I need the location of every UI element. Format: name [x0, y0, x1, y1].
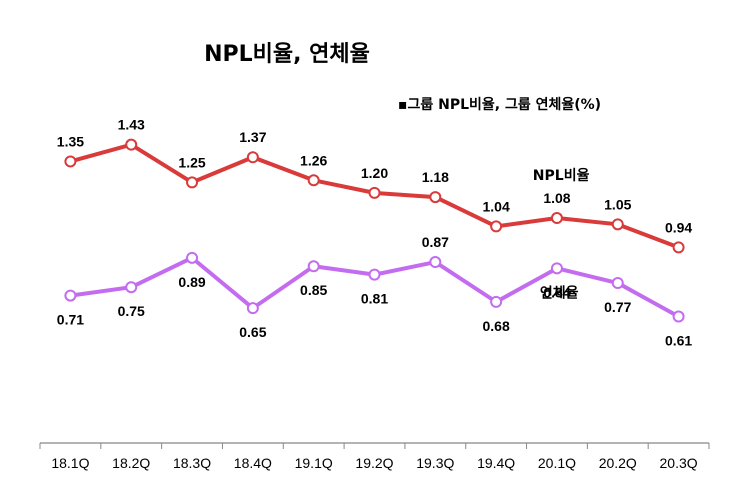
x-tick-label: 18.4Q	[234, 455, 272, 471]
data-label: 0.87	[422, 234, 449, 250]
data-point	[186, 176, 199, 189]
data-label: 1.04	[483, 198, 510, 214]
x-tick-label: 19.1Q	[295, 455, 333, 471]
data-label: 0.75	[118, 303, 145, 319]
chart-title: NPL비율, 연체율	[204, 42, 370, 67]
data-label: 0.94	[665, 219, 692, 235]
data-label: 1.18	[422, 169, 449, 185]
data-point	[490, 220, 503, 233]
x-tick-label: 19.3Q	[416, 455, 454, 471]
data-label: 1.05	[604, 196, 631, 212]
data-label: 0.65	[239, 324, 266, 340]
data-label: 1.35	[57, 133, 84, 149]
data-point	[64, 155, 77, 168]
x-tick-label: 19.2Q	[355, 455, 393, 471]
series-name-label: NPL비율	[533, 167, 590, 184]
data-point	[64, 289, 77, 302]
data-point	[429, 191, 442, 204]
series-name-label: 연체율	[540, 284, 579, 301]
data-label: 0.81	[361, 291, 388, 307]
data-point	[246, 151, 259, 164]
data-point	[246, 302, 259, 315]
data-point	[368, 186, 381, 199]
data-label: 0.77	[604, 299, 631, 315]
data-label: 0.61	[665, 333, 692, 349]
data-point	[125, 138, 138, 151]
data-point	[307, 260, 320, 273]
x-tick-label: 20.3Q	[660, 455, 698, 471]
x-tick-label: 20.1Q	[538, 455, 576, 471]
data-label: 1.08	[543, 190, 570, 206]
data-label: 1.43	[118, 117, 145, 133]
legend: ▪그룹 NPL비율, 그룹 연체율(%)	[398, 96, 601, 113]
x-tick-label: 19.4Q	[477, 455, 515, 471]
data-label: 0.84	[543, 284, 570, 300]
data-point	[550, 262, 563, 275]
data-point	[550, 212, 563, 225]
data-label: 0.71	[57, 312, 84, 328]
data-point	[490, 295, 503, 308]
x-tick-label: 18.1Q	[51, 455, 89, 471]
data-point	[672, 241, 685, 254]
data-point	[611, 277, 624, 290]
x-axis: 18.1Q 18.2Q 18.3Q 18.4Q 19.1Q 19.2Q 19.3Q 19.4Q…	[39, 442, 710, 471]
series-delinquency: 0.71 0.75 0.89 0.65 0.85 0.81 0.87 0.68 0.84 0.77…	[57, 234, 693, 348]
data-point	[672, 310, 685, 323]
data-label: 1.37	[239, 129, 266, 145]
x-tick-label: 18.3Q	[173, 455, 211, 471]
data-label: 0.85	[300, 282, 327, 298]
x-tick-label: 20.2Q	[599, 455, 637, 471]
data-label: 1.26	[300, 152, 327, 168]
series-npl: 1.35 1.43 1.25 1.37 1.26 1.20 1.18 1.04 1.08 1.05…	[57, 117, 692, 254]
data-point	[125, 281, 138, 294]
data-label: 1.20	[361, 165, 388, 181]
series-layer: 1.35 1.43 1.25 1.37 1.26 1.20 1.18 1.04 1.08 1.05…	[57, 117, 693, 349]
data-point	[429, 256, 442, 269]
data-label: 0.68	[483, 318, 510, 334]
data-point	[368, 268, 381, 281]
x-tick-label: 18.2Q	[112, 455, 150, 471]
data-point	[611, 218, 624, 231]
data-label: 1.25	[178, 154, 205, 170]
data-point	[186, 251, 199, 264]
data-label: 0.89	[178, 274, 205, 290]
data-point	[307, 174, 320, 187]
series-line	[68, 255, 681, 319]
